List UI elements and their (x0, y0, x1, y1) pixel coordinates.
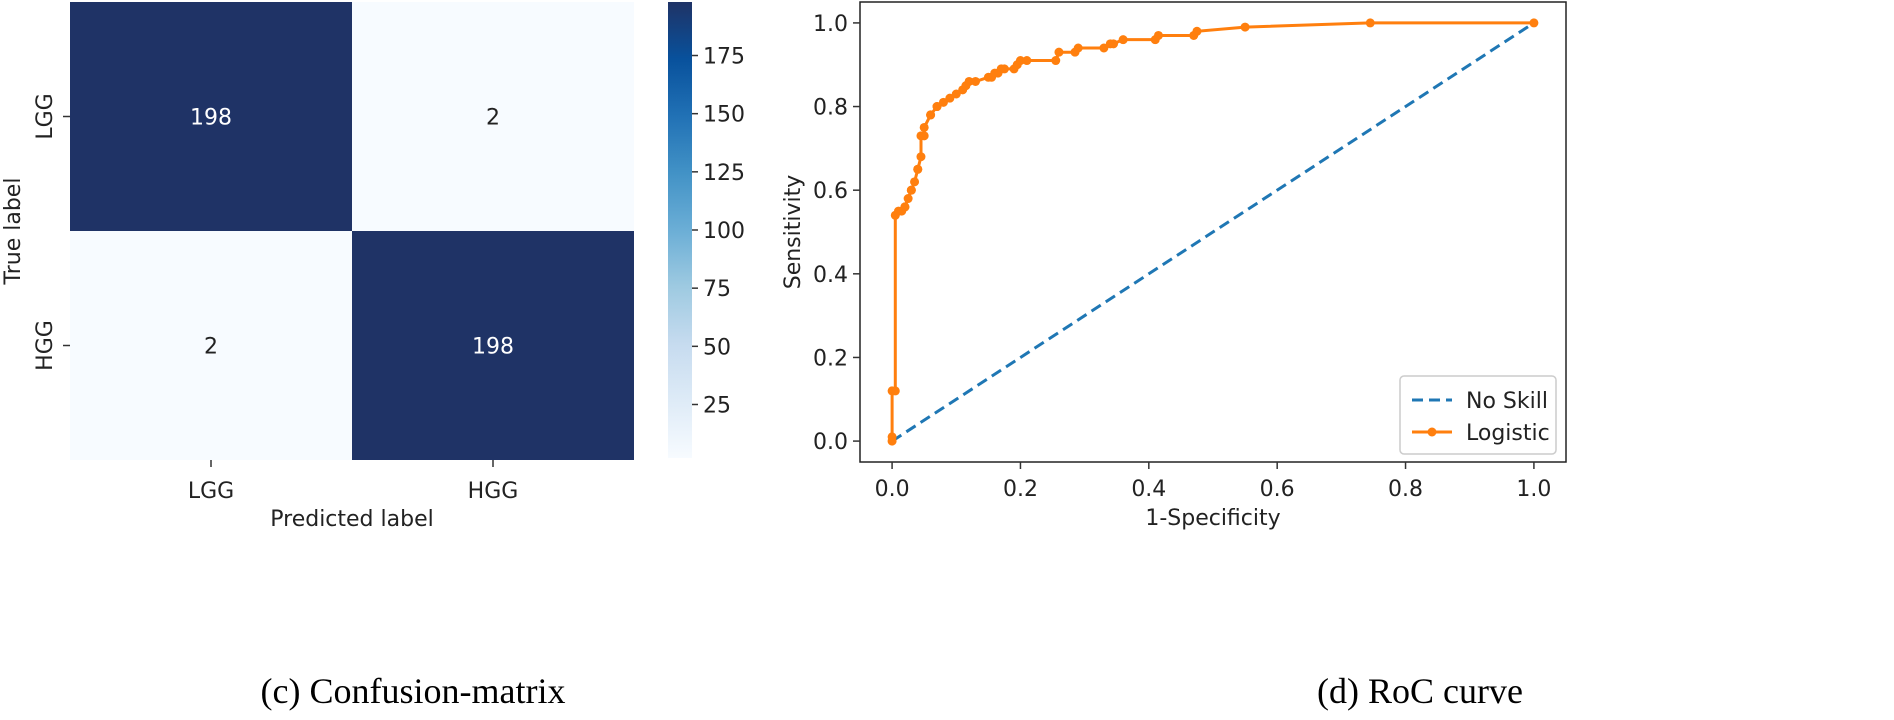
data-point-logistic (919, 131, 929, 141)
data-point-logistic (916, 152, 926, 162)
data-point-logistic (1118, 35, 1128, 45)
y-tick-label: 0.2 (813, 346, 848, 371)
heatmap-cell-label: 2 (486, 106, 500, 131)
data-point-logistic (1365, 18, 1375, 28)
roc-y-ticks: 0.0 0.2 0.4 0.6 0.8 1.0 (813, 12, 860, 455)
data-point-logistic (964, 76, 974, 86)
data-point-logistic (1054, 47, 1064, 57)
data-point-logistic (1015, 56, 1025, 66)
data-point-logistic (890, 386, 900, 396)
x-tick-label: 1.0 (1516, 477, 1551, 502)
series-line-no-skill (891, 21, 1535, 443)
roc-x-ticks: 0.0 0.2 0.4 0.6 0.8 1.0 (875, 462, 1551, 502)
data-point-logistic (951, 89, 961, 99)
confusion-matrix-cell-labels: 198 2 2 198 (190, 106, 514, 360)
data-point-logistic (932, 102, 942, 112)
colorbar-tick-label: 150 (703, 103, 745, 128)
roc-xlabel: 1-Specificity (1145, 506, 1280, 531)
legend-label-no-skill: No Skill (1466, 389, 1548, 414)
colorbar-ticks: 25 50 75 100 125 150 175 (692, 45, 745, 418)
caption-confusion-matrix: (c) Confusion-matrix (260, 671, 566, 711)
roc-series-layer (887, 18, 1539, 446)
data-point-logistic (1153, 30, 1163, 40)
data-point-logistic (900, 202, 910, 212)
data-point-logistic (906, 185, 916, 195)
y-tick-label: LGG (33, 93, 58, 139)
data-point-logistic (1529, 18, 1539, 28)
data-point-logistic (910, 177, 920, 187)
data-point-logistic (919, 122, 929, 132)
data-point-logistic (1051, 56, 1061, 66)
confusion-matrix-ylabel: True label (1, 178, 26, 286)
heatmap-cell-label: 198 (190, 106, 232, 131)
data-point-logistic (971, 76, 981, 86)
colorbar-tick-label: 50 (703, 335, 731, 360)
x-tick-label: LGG (188, 479, 234, 504)
data-point-logistic (887, 432, 897, 442)
data-point-logistic (945, 93, 955, 103)
colorbar-tick-label: 125 (703, 161, 745, 186)
colorbar-tick-label: 25 (703, 393, 731, 418)
x-tick-label: 0.6 (1260, 477, 1295, 502)
heatmap-cell (70, 231, 352, 460)
x-tick-label: 0.4 (1131, 477, 1166, 502)
data-point-logistic (938, 97, 948, 107)
data-point-logistic (1099, 43, 1109, 53)
data-point-logistic (1073, 43, 1083, 53)
x-tick-label: HGG (468, 479, 519, 504)
data-point-logistic (1240, 22, 1250, 32)
colorbar-tick-label: 100 (703, 219, 745, 244)
x-tick-label: 0.8 (1388, 477, 1423, 502)
y-tick-label: HGG (33, 320, 58, 371)
confusion-matrix-cells (70, 2, 634, 460)
data-point-logistic (903, 194, 913, 204)
roc-legend: No Skill Logistic (1399, 375, 1557, 455)
x-tick-label: 0.0 (875, 477, 910, 502)
data-point-logistic (926, 110, 936, 120)
confusion-matrix-y-ticks: LGG HGG (33, 93, 70, 371)
y-tick-label: 0.0 (813, 430, 848, 455)
legend-box (1399, 375, 1557, 455)
colorbar: 25 50 75 100 125 150 175 (668, 2, 745, 458)
y-tick-label: 0.8 (813, 96, 848, 121)
y-tick-label: 1.0 (813, 12, 848, 37)
data-point-logistic (1022, 56, 1032, 66)
x-tick-label: 0.2 (1003, 477, 1038, 502)
legend-marker-logistic (1427, 427, 1437, 437)
data-point-logistic (999, 64, 1009, 74)
confusion-matrix-xlabel: Predicted label (270, 507, 433, 532)
colorbar-tick-label: 75 (703, 277, 731, 302)
heatmap-cell-label: 2 (204, 335, 218, 360)
caption-roc-curve: (d) RoC curve (1317, 671, 1523, 711)
data-point-logistic (913, 164, 923, 174)
roc-plot-frame (859, 1, 1567, 463)
confusion-matrix: 198 2 2 198 LGG HGG LGG HGG Predicted label T… (1, 2, 634, 532)
data-point-logistic (1109, 39, 1119, 49)
heatmap-cell (352, 231, 634, 460)
heatmap-cell (70, 2, 352, 231)
colorbar-tick-label: 175 (703, 45, 745, 70)
confusion-matrix-x-ticks: LGG HGG (188, 460, 519, 504)
roc-chart: 0.0 0.2 0.4 0.6 0.8 1.0 0.0 0.2 0.4 0.6 0.8 1.0 1-… (781, 1, 1567, 531)
heatmap-cell (352, 2, 634, 231)
roc-ylabel: Sensitivity (781, 175, 806, 290)
heatmap-cell-label: 198 (472, 335, 514, 360)
y-tick-label: 0.4 (813, 263, 848, 288)
data-point-logistic (1192, 26, 1202, 36)
legend-label-logistic: Logistic (1466, 421, 1550, 446)
y-tick-label: 0.6 (813, 179, 848, 204)
colorbar-gradient (668, 2, 692, 458)
